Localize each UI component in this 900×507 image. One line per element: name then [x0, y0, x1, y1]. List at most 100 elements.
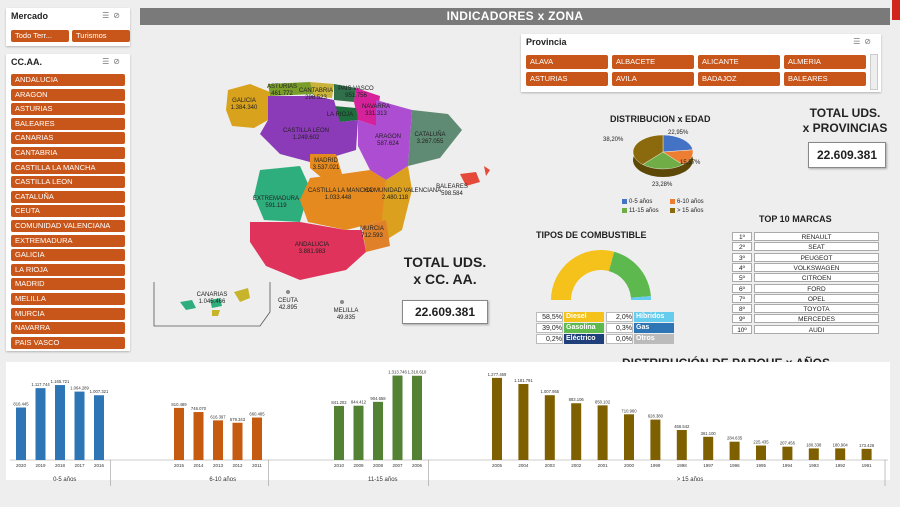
bar[interactable]: [650, 419, 661, 460]
ccaa-item[interactable]: MURCIA: [11, 307, 125, 320]
gauge-segment[interactable]: [551, 250, 615, 300]
provincia-item[interactable]: BADAJOZ: [698, 72, 780, 86]
multi-select-icon[interactable]: ☰: [102, 57, 114, 66]
region-navarra[interactable]: [354, 88, 380, 126]
bar-category-label: 1996: [730, 463, 741, 468]
provincia-item[interactable]: ALICANTE: [698, 55, 780, 69]
bar[interactable]: [174, 407, 184, 460]
provincia-item[interactable]: ALMERIA: [784, 55, 866, 69]
provincia-item[interactable]: AVILA: [612, 72, 694, 86]
region-comunidad-valenciana[interactable]: [382, 166, 412, 240]
bar[interactable]: [676, 430, 687, 460]
bar[interactable]: [624, 414, 634, 460]
multi-select-icon[interactable]: ☰: [853, 37, 865, 46]
bar[interactable]: [412, 375, 422, 460]
bar[interactable]: [252, 417, 262, 460]
ccaa-item[interactable]: COMUNIDAD VALENCIANA: [11, 220, 125, 232]
region-murcia[interactable]: [362, 220, 390, 252]
region-canarias-east[interactable]: [212, 288, 250, 316]
bar[interactable]: [571, 403, 582, 460]
ccaa-item[interactable]: CATALUÑA: [11, 190, 125, 203]
bar[interactable]: [729, 441, 740, 460]
mercado-button-todo-terreno[interactable]: Todo Terr...: [11, 30, 69, 42]
region-galicia[interactable]: [226, 84, 270, 128]
bar[interactable]: [213, 420, 223, 460]
ccaa-item[interactable]: CEUTA: [11, 205, 125, 218]
ccaa-item[interactable]: LA RIOJA: [11, 263, 125, 276]
bar[interactable]: [94, 395, 104, 460]
region-pais-vasco[interactable]: [334, 84, 356, 102]
bar[interactable]: [544, 395, 555, 460]
bar[interactable]: [193, 412, 204, 460]
clear-filter-icon[interactable]: ⊘: [113, 11, 124, 20]
region-castilla-leon[interactable]: [260, 96, 358, 162]
bar[interactable]: [353, 405, 364, 460]
region-ceuta[interactable]: [286, 290, 290, 294]
map-label-name: PAIS VASCO: [338, 86, 374, 92]
bar[interactable]: [392, 375, 403, 460]
ccaa-item[interactable]: NAVARRA: [11, 322, 125, 335]
ccaa-item[interactable]: BALEARES: [11, 117, 125, 130]
ccaa-item[interactable]: CASTILLA LEON: [11, 176, 125, 189]
bar[interactable]: [518, 384, 529, 460]
ccaa-item[interactable]: EXTREMADURA: [11, 234, 125, 247]
bar[interactable]: [35, 388, 46, 460]
ccaa-item[interactable]: CASTILLA LA MANCHA: [11, 161, 125, 174]
bar-value-label: 173.426: [859, 443, 875, 448]
region-melilla[interactable]: [340, 300, 344, 304]
brand-name: FORD: [754, 283, 879, 293]
bar[interactable]: [55, 385, 65, 460]
ccaa-item[interactable]: CANTABRIA: [11, 147, 125, 159]
bar-category-label: 2001: [598, 463, 609, 468]
clear-filter-icon[interactable]: ⊘: [864, 37, 875, 46]
bar[interactable]: [492, 377, 502, 460]
bar-value-label: 1.313.746: [388, 370, 407, 375]
pie-slice[interactable]: [642, 151, 684, 170]
bar-category-label: 2000: [624, 463, 635, 468]
region-madrid[interactable]: [310, 154, 342, 178]
region-extremadura[interactable]: [254, 166, 310, 222]
ccaa-item[interactable]: ARAGON: [11, 88, 125, 101]
region-andalucia[interactable]: [250, 222, 366, 280]
bar[interactable]: [334, 405, 344, 460]
multi-select-icon[interactable]: ☰: [102, 11, 114, 20]
gauge-segment[interactable]: [630, 296, 651, 300]
bar[interactable]: [597, 405, 608, 460]
provincia-item[interactable]: BALEARES: [784, 72, 866, 86]
provincia-item[interactable]: ALAVA: [526, 55, 608, 69]
clear-filter-icon[interactable]: ⊘: [113, 57, 124, 66]
ccaa-item[interactable]: CANARIAS: [11, 132, 125, 145]
region-castilla-la-mancha[interactable]: [300, 170, 386, 230]
bar[interactable]: [16, 407, 26, 460]
bar[interactable]: [808, 448, 819, 460]
pie-slice[interactable]: [632, 134, 664, 165]
bar[interactable]: [835, 448, 846, 460]
ccaa-item[interactable]: MELILLA: [11, 293, 125, 305]
provincia-scrollbar[interactable]: [870, 54, 878, 90]
ccaa-item[interactable]: ASTURIAS: [11, 103, 125, 116]
region-asturias[interactable]: [268, 82, 314, 96]
bar[interactable]: [703, 436, 714, 460]
region-aragon[interactable]: [358, 100, 412, 180]
ccaa-item[interactable]: PAIS VASCO: [11, 336, 125, 349]
provincia-item[interactable]: ASTURIAS: [526, 72, 608, 86]
mercado-button-turismos[interactable]: Turismos: [72, 30, 130, 42]
bar[interactable]: [373, 401, 383, 460]
pie-slice[interactable]: [662, 134, 693, 153]
ccaa-item[interactable]: ANDALUCIA: [11, 74, 125, 86]
bar[interactable]: [782, 446, 793, 460]
bar-value-label: 207.456: [780, 441, 796, 446]
bar[interactable]: [232, 422, 243, 460]
bar[interactable]: [861, 448, 872, 460]
region-cataluna[interactable]: [408, 110, 462, 166]
provincia-item[interactable]: ALBACETE: [612, 55, 694, 69]
ccaa-item[interactable]: MADRID: [11, 278, 125, 291]
region-cantabria[interactable]: [310, 82, 334, 98]
region-baleares[interactable]: [460, 166, 490, 186]
gauge-segment[interactable]: [608, 251, 651, 298]
region-la-rioja[interactable]: [334, 106, 358, 122]
bar[interactable]: [756, 445, 766, 460]
region-canarias[interactable]: [180, 298, 222, 310]
bar[interactable]: [74, 391, 85, 460]
ccaa-item[interactable]: GALICIA: [11, 249, 125, 262]
